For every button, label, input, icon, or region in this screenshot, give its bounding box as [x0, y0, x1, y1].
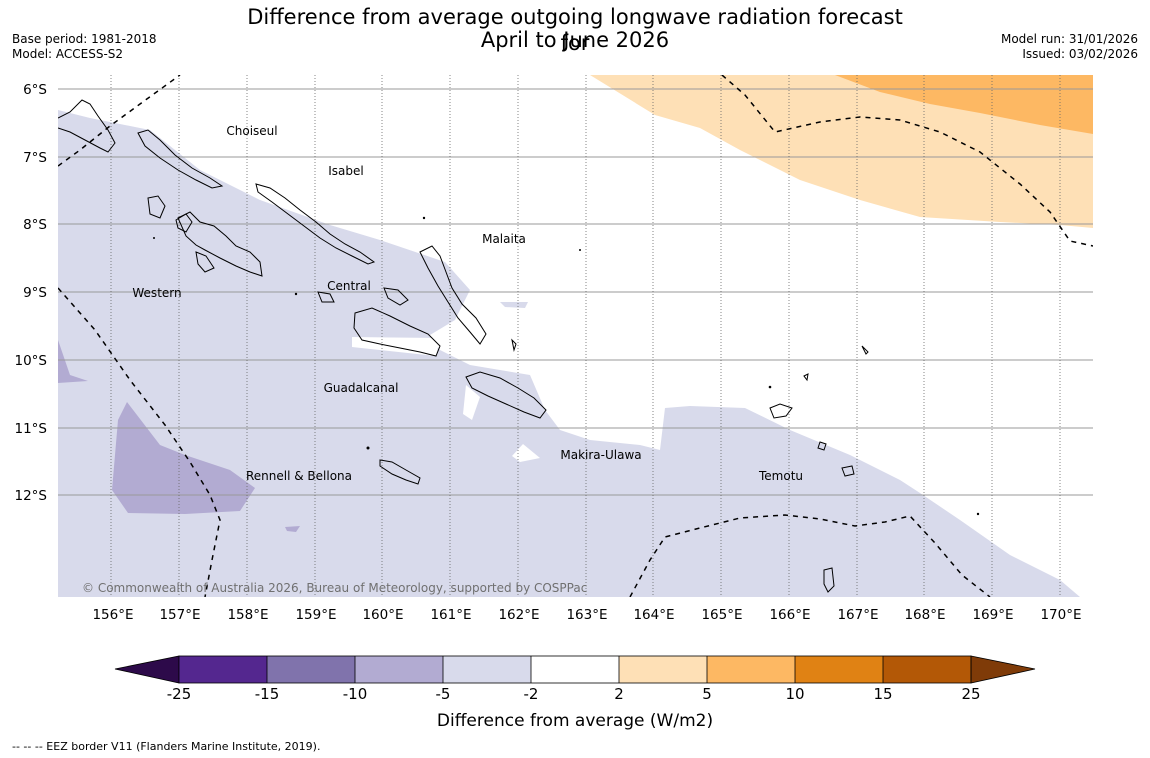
- colorbar-swatch: [443, 656, 531, 683]
- lon-tick-label: 167°E: [837, 607, 878, 623]
- colorbar-swatch: [179, 656, 267, 683]
- latitude-axis: 6°S 7°S 8°S 9°S 10°S 11°S 12°S: [15, 82, 48, 504]
- island-tikopia: [823, 567, 835, 593]
- lat-tick-label: 8°S: [23, 217, 47, 233]
- region-label: Central: [327, 279, 371, 293]
- lat-tick-label: 9°S: [23, 285, 47, 301]
- region-label: Temotu: [758, 469, 803, 483]
- lon-tick-label: 161°E: [430, 607, 471, 623]
- colorbar-tick-label: 5: [702, 685, 712, 703]
- colorbar-swatch: [707, 656, 795, 683]
- colorbar-swatch: [355, 656, 443, 683]
- eez-legend: -- -- -- EEZ border V11 (Flanders Marine…: [12, 740, 321, 753]
- title-line-1: Difference from average outgoing longwav…: [247, 5, 903, 55]
- island-bougainville: [58, 99, 116, 153]
- longitude-gridlines: [110, 75, 1061, 597]
- island-kolombangara: [175, 213, 193, 233]
- small-islets: [153, 216, 980, 516]
- anomaly-orange: [835, 75, 1093, 134]
- colorbar-tick-label: -25: [167, 685, 192, 703]
- colorbar-swatch: [795, 656, 883, 683]
- lon-tick-label: 162°E: [498, 607, 539, 623]
- lat-tick-label: 6°S: [23, 82, 47, 98]
- colorbar-extend-high: [970, 655, 1036, 684]
- lon-tick-label: 156°E: [92, 607, 133, 623]
- lon-tick-label: 166°E: [769, 607, 810, 623]
- colorbar-swatch: [619, 656, 707, 683]
- model-name: Model: ACCESS-S2: [12, 47, 124, 61]
- colorbar-tick-label: 10: [785, 685, 804, 703]
- copyright-notice: © Commonwealth of Australia 2026, Bureau…: [82, 581, 587, 595]
- lat-tick-label: 10°S: [15, 353, 48, 369]
- lon-tick-label: 165°E: [701, 607, 742, 623]
- island-vella-lavella: [147, 195, 166, 219]
- colorbar-tick-label: -5: [436, 685, 451, 703]
- lon-tick-label: 168°E: [904, 607, 945, 623]
- region-labels: Choiseul Isabel Malaita Western Central …: [132, 124, 803, 483]
- lon-tick-label: 157°E: [159, 607, 200, 623]
- colorbar-swatch: [267, 656, 355, 683]
- colorbar-tick-label: 15: [873, 685, 892, 703]
- colorbar-tick-label: 25: [961, 685, 980, 703]
- island-santa-cruz: [769, 403, 793, 419]
- island-choiseul: [137, 129, 224, 189]
- island-rendova: [195, 251, 215, 273]
- longitude-axis: 156°E 157°E 158°E 159°E 160°E 161°E 162°…: [92, 607, 1081, 623]
- region-label: Guadalcanal: [324, 381, 399, 395]
- region-label: Western: [132, 286, 181, 300]
- colorbar-extend-low: [114, 655, 180, 684]
- lat-tick-label: 7°S: [23, 150, 47, 166]
- island-isabel: [255, 183, 376, 265]
- lon-tick-label: 160°E: [362, 607, 403, 623]
- eez-border-west: [58, 287, 221, 597]
- island-makira: [465, 371, 547, 419]
- lon-tick-label: 163°E: [566, 607, 607, 623]
- anomaly-light-lavender: [58, 110, 1080, 597]
- eez-border-north-east: [721, 75, 1093, 247]
- lat-tick-label: 12°S: [15, 488, 48, 504]
- anomaly-lavender-patch-2: [58, 340, 88, 383]
- region-label: Rennell & Bellona: [246, 469, 352, 483]
- anomaly-lavender-patch-3: [285, 526, 300, 532]
- colorbar-title: Difference from average (W/m2): [437, 711, 713, 731]
- island-malaita: [419, 245, 487, 345]
- island-vanikoro: [841, 465, 855, 477]
- colorbar-tick-label: -2: [524, 685, 539, 703]
- coastlines: [58, 99, 869, 593]
- region-label: Malaita: [482, 232, 526, 246]
- map-plot-area: Choiseul Isabel Malaita Western Central …: [58, 75, 1093, 597]
- anomaly-lavender-patch-1: [112, 402, 255, 514]
- model-run: Model run: 31/01/2026: [1000, 32, 1138, 46]
- lon-tick-label: 169°E: [972, 607, 1013, 623]
- anomaly-light-orange: [590, 75, 1093, 228]
- region-label: Choiseul: [226, 124, 277, 138]
- colorbar-tick-label: 2: [614, 685, 624, 703]
- colorbar-tick-label: -15: [255, 685, 280, 703]
- lat-tick-label: 11°S: [15, 421, 48, 437]
- latitude-gridlines: [58, 88, 1093, 496]
- island-guadalcanal: [353, 307, 441, 357]
- island-russell: [317, 291, 335, 303]
- island-new-georgia: [177, 211, 263, 277]
- lon-tick-label: 164°E: [633, 607, 674, 623]
- colorbar-swatch: [531, 656, 619, 683]
- region-label: Makira-Ulawa: [560, 448, 641, 462]
- eez-borders: [58, 75, 1093, 597]
- region-label: Isabel: [328, 164, 363, 178]
- issued-date: Issued: 03/02/2026: [1022, 47, 1138, 61]
- lon-tick-label: 159°E: [295, 607, 336, 623]
- lon-tick-label: 158°E: [227, 607, 268, 623]
- island-florida: [383, 287, 409, 306]
- colorbar: -25 -15 -10 -5 -2 2 5 10 15 25 Differenc…: [114, 655, 1036, 731]
- colorbar-swatch: [883, 656, 971, 683]
- lon-tick-label: 170°E: [1040, 607, 1081, 623]
- island-rennell: [379, 459, 421, 485]
- title-line-2: April to June 2026: [480, 28, 670, 52]
- base-period: Base period: 1981-2018: [12, 32, 157, 46]
- colorbar-tick-label: -10: [343, 685, 368, 703]
